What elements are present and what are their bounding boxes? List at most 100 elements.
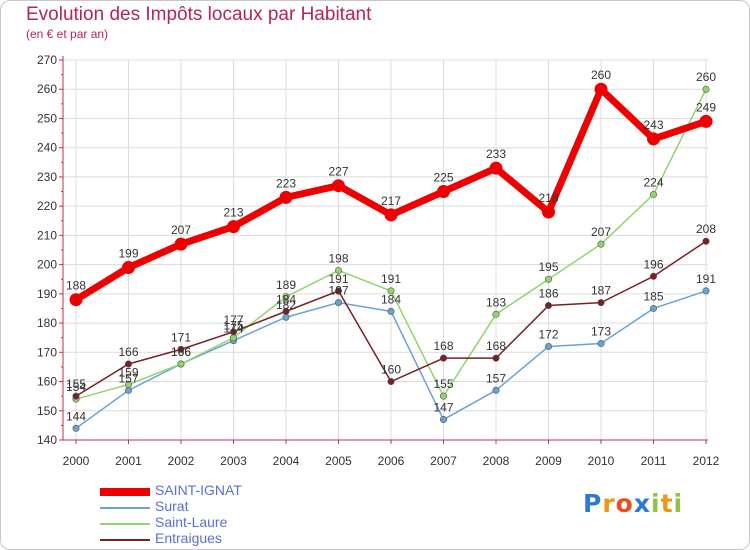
data-point (334, 299, 342, 307)
data-point (702, 237, 710, 245)
data-label: 166 (171, 345, 191, 359)
data-label: 233 (486, 147, 506, 161)
y-tick-label: 140 (37, 433, 57, 447)
data-point (437, 185, 450, 199)
data-label: 154 (66, 380, 86, 394)
data-point (177, 345, 185, 353)
data-label: 191 (328, 272, 348, 286)
data-point (597, 299, 605, 307)
data-point (332, 179, 345, 193)
data-point (334, 266, 342, 274)
data-label: 159 (118, 365, 138, 379)
data-point (282, 307, 290, 315)
data-point (177, 360, 185, 368)
legend-swatch (100, 488, 150, 496)
data-point (230, 328, 238, 336)
proxiti-logo: Proxiti (583, 489, 683, 518)
y-tick-label: 270 (37, 53, 57, 67)
data-label: 173 (591, 325, 611, 339)
data-point (492, 386, 500, 394)
data-point (125, 386, 133, 394)
data-label: 207 (591, 225, 611, 239)
x-tick-label: 2001 (115, 454, 142, 468)
data-label: 188 (66, 279, 86, 293)
data-point (72, 424, 80, 432)
x-tick-label: 2003 (220, 454, 247, 468)
y-tick-label: 160 (37, 375, 57, 389)
data-label: 177 (223, 313, 243, 327)
logo-letter: t (660, 489, 674, 518)
data-point (544, 302, 552, 310)
y-tick-label: 240 (37, 141, 57, 155)
y-tick-label: 200 (37, 258, 57, 272)
data-label: 187 (328, 284, 348, 298)
data-label: 155 (433, 377, 453, 391)
data-label: 195 (538, 260, 558, 274)
data-label: 155 (66, 377, 86, 391)
data-point (334, 287, 342, 295)
data-point (384, 208, 398, 222)
data-label: 157 (486, 371, 506, 385)
data-point (125, 380, 133, 388)
data-label: 191 (381, 272, 401, 286)
data-label: 171 (171, 330, 191, 344)
data-point (227, 220, 240, 234)
data-point (387, 287, 395, 295)
data-point (387, 307, 395, 315)
data-label: 199 (118, 247, 138, 261)
data-label: 224 (643, 175, 663, 189)
data-point (594, 82, 608, 96)
data-point (702, 85, 710, 93)
y-tick-label: 250 (37, 111, 57, 125)
data-label: 217 (381, 194, 401, 208)
data-label: 207 (171, 223, 191, 237)
data-label: 185 (643, 289, 663, 303)
legend-label: Surat (155, 498, 189, 514)
logo-letter: x (633, 489, 651, 518)
data-point (649, 190, 657, 198)
y-tick-label: 260 (37, 82, 57, 96)
data-point (122, 261, 135, 275)
x-tick-label: 2007 (430, 454, 457, 468)
data-point (492, 354, 500, 362)
data-point (542, 205, 555, 219)
data-point (439, 416, 447, 424)
legend-swatch (100, 523, 150, 525)
data-label: 174 (223, 322, 243, 336)
data-point (649, 304, 657, 312)
data-label: 172 (538, 327, 558, 341)
chart-title: Evolution des Impôts locaux par Habitant (26, 4, 372, 25)
data-point (699, 114, 713, 128)
legend-swatch (100, 507, 150, 509)
data-point (279, 190, 293, 204)
data-label: 227 (328, 165, 348, 179)
data-point (69, 293, 83, 307)
logo-letter: P (583, 489, 603, 518)
data-point (647, 132, 660, 146)
data-label: 183 (486, 295, 506, 309)
y-tick-label: 180 (37, 316, 57, 330)
data-label: 218 (538, 191, 558, 205)
data-point (72, 392, 80, 400)
x-tick-label: 2000 (63, 454, 90, 468)
data-point (544, 342, 552, 350)
data-label: 186 (538, 287, 558, 301)
data-label: 166 (118, 345, 138, 359)
data-label: 225 (433, 171, 453, 185)
data-point (174, 237, 188, 251)
logo-letter: o (615, 489, 634, 518)
data-label: 144 (66, 409, 86, 423)
legend-label: Saint-Laure (155, 514, 228, 530)
data-point (597, 240, 605, 248)
y-tick-label: 210 (37, 228, 57, 242)
x-tick-label: 2011 (641, 454, 667, 468)
data-point (387, 378, 395, 386)
legend-swatch (100, 539, 150, 541)
data-point (492, 310, 500, 318)
y-tick-label: 150 (37, 404, 57, 418)
x-tick-label: 2010 (588, 454, 615, 468)
data-point (649, 272, 657, 280)
y-tick-label: 230 (37, 170, 57, 184)
